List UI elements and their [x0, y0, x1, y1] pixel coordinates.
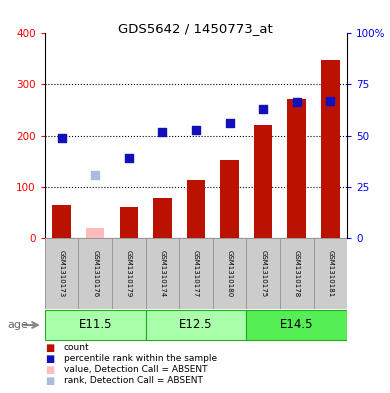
- Text: GSM1310181: GSM1310181: [327, 250, 333, 297]
- Text: ■: ■: [45, 365, 54, 375]
- Bar: [246, 238, 280, 309]
- Text: count: count: [64, 343, 89, 352]
- Text: GSM1310173: GSM1310173: [58, 250, 65, 297]
- Bar: [86, 228, 105, 238]
- Bar: [287, 99, 306, 238]
- Bar: [280, 238, 314, 309]
- Bar: [145, 238, 179, 309]
- Text: rank, Detection Call = ABSENT: rank, Detection Call = ABSENT: [64, 376, 202, 385]
- Text: GSM1310179: GSM1310179: [126, 250, 132, 297]
- Text: GSM1310177: GSM1310177: [193, 250, 199, 297]
- Text: GSM1310178: GSM1310178: [294, 250, 300, 297]
- Bar: [45, 238, 78, 309]
- Text: ■: ■: [45, 343, 54, 353]
- Bar: [78, 238, 112, 309]
- Text: GDS5642 / 1450773_at: GDS5642 / 1450773_at: [118, 22, 272, 35]
- Bar: [321, 60, 340, 238]
- Text: GSM1310175: GSM1310175: [260, 250, 266, 297]
- Text: ■: ■: [45, 354, 54, 364]
- Point: [159, 129, 165, 135]
- Text: E14.5: E14.5: [280, 318, 314, 331]
- Text: age: age: [8, 320, 29, 331]
- Point: [193, 127, 199, 133]
- Text: GSM1310180: GSM1310180: [227, 250, 232, 297]
- Text: value, Detection Call = ABSENT: value, Detection Call = ABSENT: [64, 365, 207, 374]
- Point: [294, 99, 300, 105]
- Point: [92, 172, 98, 178]
- Bar: [45, 310, 145, 340]
- Bar: [145, 310, 246, 340]
- Bar: [112, 238, 145, 309]
- Point: [227, 119, 233, 126]
- Bar: [179, 238, 213, 309]
- Point: [260, 106, 266, 112]
- Bar: [254, 125, 272, 238]
- Text: ■: ■: [45, 376, 54, 386]
- Point: [126, 154, 132, 161]
- Bar: [52, 204, 71, 238]
- Text: percentile rank within the sample: percentile rank within the sample: [64, 354, 217, 363]
- Bar: [246, 310, 347, 340]
- Bar: [187, 180, 205, 238]
- Text: GSM1310174: GSM1310174: [160, 250, 165, 297]
- Bar: [153, 198, 172, 238]
- Point: [58, 134, 65, 141]
- Bar: [314, 238, 347, 309]
- Bar: [213, 238, 246, 309]
- Text: GSM1310176: GSM1310176: [92, 250, 98, 297]
- Point: [327, 98, 333, 104]
- Bar: [220, 160, 239, 238]
- Bar: [120, 207, 138, 238]
- Text: E12.5: E12.5: [179, 318, 213, 331]
- Text: E11.5: E11.5: [78, 318, 112, 331]
